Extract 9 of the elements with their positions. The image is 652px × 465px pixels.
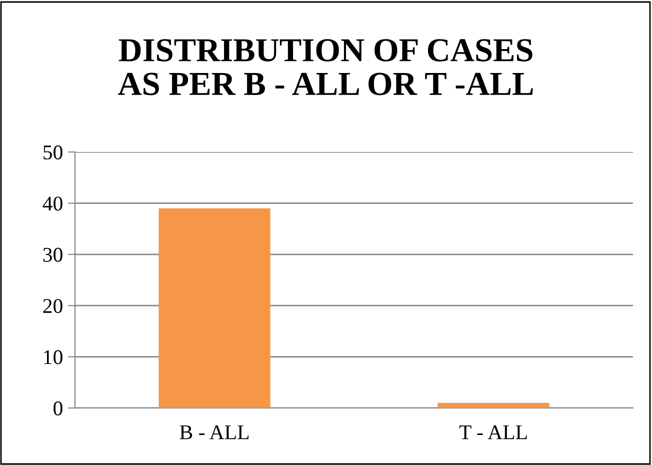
x-tick-label: B - ALL bbox=[180, 425, 249, 440]
y-tick-label: 40 bbox=[42, 196, 62, 211]
y-tick-label: 50 bbox=[44, 145, 62, 160]
y-tick-label: 10 bbox=[44, 350, 62, 364]
y-tick-label: 20 bbox=[43, 298, 62, 314]
y-tick-label: 30 bbox=[43, 248, 62, 262]
y-tick-label: 0 bbox=[54, 401, 62, 416]
chart-title: DISTRIBUTION OF CASES AS PER B - ALL OR T -ALL bbox=[118, 39, 533, 96]
x-tick-label: T - ALL bbox=[459, 425, 527, 440]
